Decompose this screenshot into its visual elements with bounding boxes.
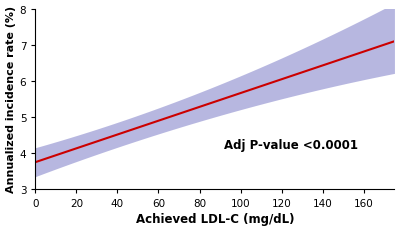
- Y-axis label: Annualized incidence rate (%): Annualized incidence rate (%): [6, 6, 16, 193]
- Text: Adj P-value <0.0001: Adj P-value <0.0001: [224, 138, 358, 151]
- X-axis label: Achieved LDL-C (mg/dL): Achieved LDL-C (mg/dL): [136, 213, 294, 225]
